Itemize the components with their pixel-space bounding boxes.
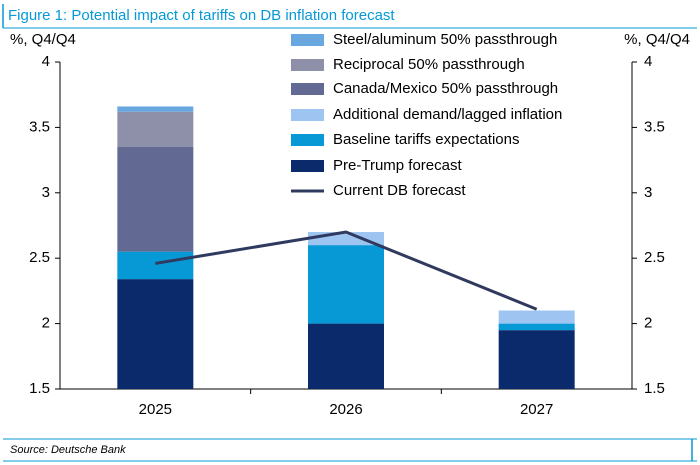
y-axis-label: %, Q4/Q4 [10,31,76,48]
bar-segment [117,147,194,252]
y-tick-label: 4 [42,53,50,70]
bar-segment [308,323,384,389]
y-tick-label: 3.5 [29,118,50,135]
legend-label: Canada/Mexico 50% passthrough [333,80,558,97]
x-tick-label: 2027 [520,401,553,418]
legend-swatch [291,160,324,172]
line-series [155,230,538,311]
bar-segment [117,279,194,389]
bar-segment [498,310,575,324]
y2-tick-label: 4 [644,53,652,70]
y-tick-label: 2.5 [29,249,50,266]
y2-tick-label: 1.5 [644,380,665,397]
x-tick-label: 2025 [139,401,172,418]
y2-tick-label: 2 [644,315,652,332]
legend-label: Pre-Trump forecast [333,157,462,174]
bar-segment [117,111,194,148]
bar-segment [117,251,194,280]
legend-swatch [291,109,324,121]
y-tick-label: 3 [42,184,50,201]
legend-label: Baseline tariffs expectations [333,131,520,148]
bar-segment [117,106,194,112]
chart-title: Figure 1: Potential impact of tariffs on… [8,7,395,24]
legend-swatch [291,83,324,95]
legend-label: Current DB forecast [333,182,466,199]
bar-segment [498,330,575,389]
y2-axis-label: %, Q4/Q4 [624,31,690,48]
y2-tick-label: 3.5 [644,118,665,135]
x-tick-label: 2026 [329,401,362,418]
y-tick-label: 1.5 [29,380,50,397]
source: Source: Deutsche Bank [10,444,126,456]
legend-swatch [291,134,324,146]
bar-segment [308,245,384,324]
y2-tick-label: 3 [644,184,652,201]
bar-segment [498,323,575,331]
legend-label: Additional demand/lagged inflation [333,106,562,123]
legend-swatch [291,59,324,71]
y2-tick-label: 2.5 [644,249,665,266]
legend-label: Steel/aluminum 50% passthrough [333,31,557,48]
legend-label: Reciprocal 50% passthrough [333,56,525,73]
legend-swatch [291,34,324,46]
y-tick-label: 2 [42,315,50,332]
